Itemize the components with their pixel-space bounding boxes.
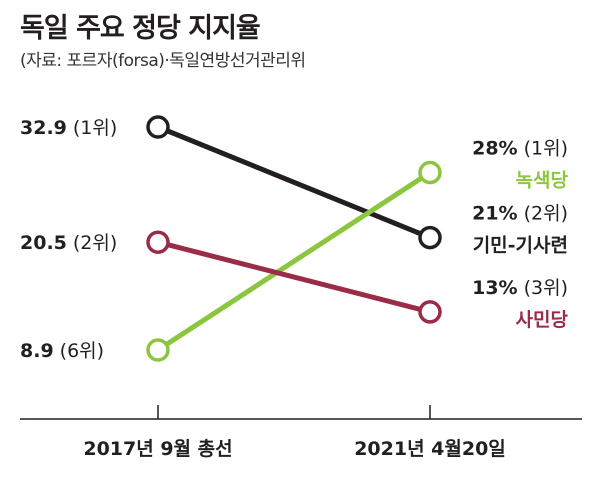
series-1-point-0 (146, 338, 170, 362)
series-0-point-1 (418, 225, 442, 250)
series-2-start-label: 20.5 (2위) (20, 232, 117, 254)
series-1-name-label: 녹색당 (516, 170, 569, 192)
series-2-line (157, 239, 431, 315)
x-tick-label-0: 2017년 9월 총선 (83, 438, 232, 460)
series-2-point-1 (418, 300, 442, 324)
series-0-start-label: 32.9 (1위) (20, 117, 117, 139)
series-1-start-label: 8.9 (6위) (20, 340, 104, 362)
series-1-line (156, 170, 432, 353)
series-2-point-0 (146, 230, 170, 254)
chart-title: 독일 주요 정당 지지율 (20, 13, 261, 44)
series-0-point-0 (146, 115, 170, 139)
x-tick-label-1: 2021년 4월20일 (354, 438, 506, 460)
series-0-end-value-label: 21% (2위) (472, 203, 568, 225)
series-2-end-value-label: 13% (3위) (472, 277, 568, 299)
series-1-point-1 (418, 160, 442, 185)
series-2-name-label: 사민당 (516, 309, 569, 331)
chart-subtitle: (자료: 포르자(forsa)·독일연방선거관리위 (20, 51, 306, 71)
series-layer: 32.9 (1위) 21% (2위) 기민-기사련 8.9 (6위) 28% (1위) 녹색당 20… (20, 115, 569, 362)
series-0-name-label: 기민-기사련 (473, 235, 568, 257)
series-0-line (157, 124, 431, 240)
series-1-end-value-label: 28% (1위) (472, 138, 568, 160)
